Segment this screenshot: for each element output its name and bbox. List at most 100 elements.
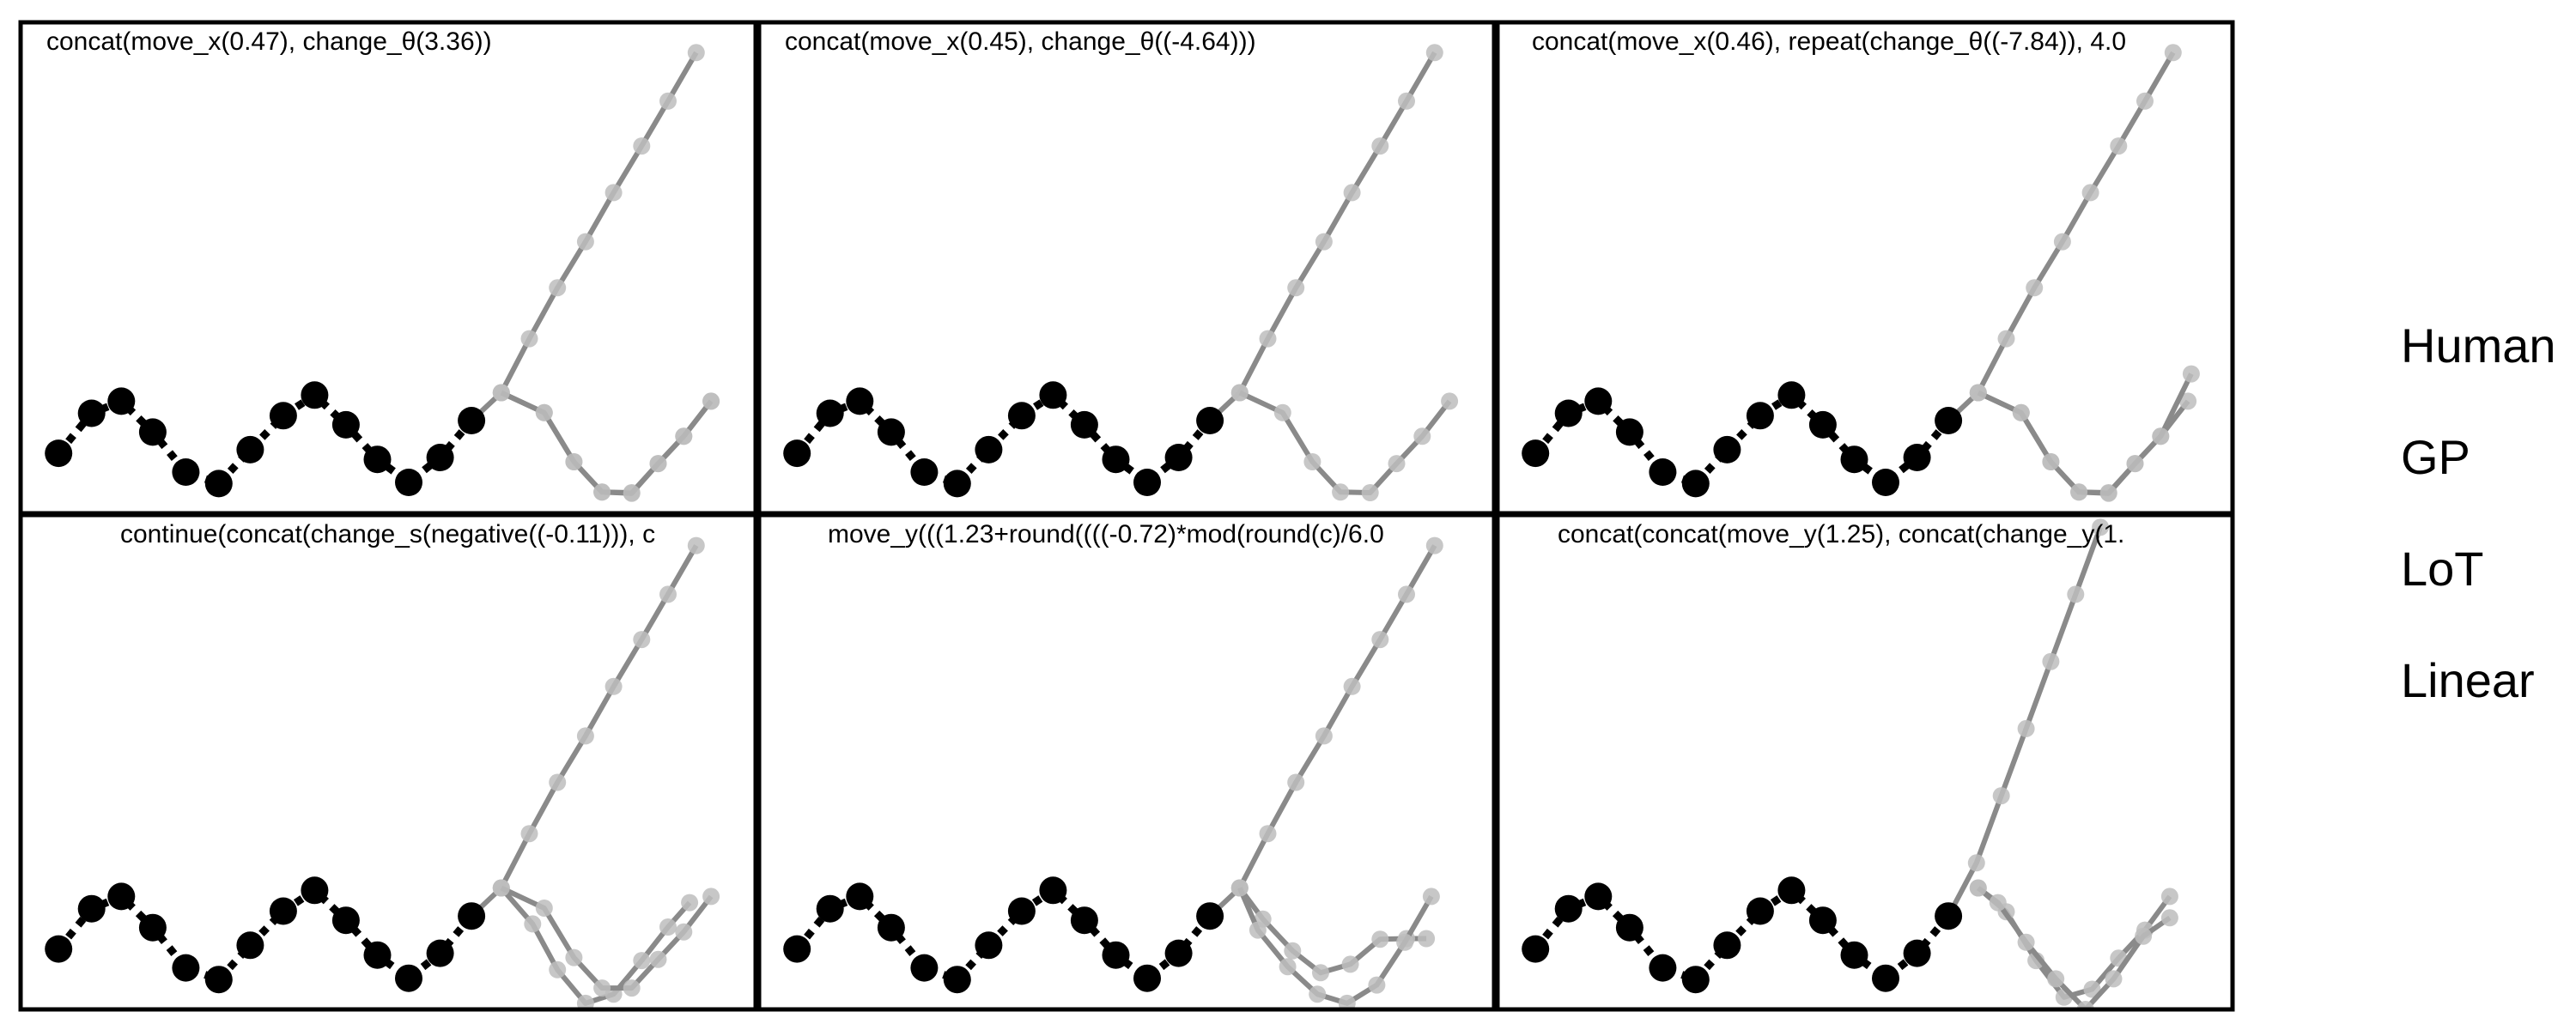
plot-area (783, 536, 1443, 1009)
prediction-point (1279, 958, 1297, 976)
prediction-point (623, 979, 641, 997)
prediction-point (1368, 976, 1386, 994)
prediction-point (2053, 233, 2071, 251)
prediction-point (649, 455, 667, 473)
observed-point (331, 906, 360, 935)
prediction-point (1371, 631, 1389, 649)
prediction-point (2042, 453, 2060, 470)
prediction-point (2081, 184, 2099, 202)
legend-item-human: Human (2401, 318, 2556, 373)
prediction-point (1303, 453, 1321, 470)
prediction-point (492, 879, 510, 897)
prediction-point (2017, 933, 2035, 951)
observed-point (301, 876, 329, 905)
observed-point (172, 954, 200, 982)
plot-area (1522, 518, 2178, 1009)
observed-point (1840, 941, 1868, 969)
observed-point (1713, 931, 1741, 960)
prediction-point (1371, 137, 1389, 155)
observed-point (1872, 964, 1899, 992)
panel-4: continue(concat(change_s(negative((-0.11… (18, 512, 758, 1012)
prediction-point (1343, 677, 1361, 695)
prediction-point (649, 950, 667, 968)
prediction-point (1425, 536, 1443, 554)
prediction-point (2110, 137, 2128, 155)
observed-point (877, 913, 905, 942)
prediction-point (605, 677, 623, 695)
prediction-point (1287, 773, 1305, 791)
prediction-point (2179, 392, 2197, 410)
prediction-point (633, 952, 651, 970)
prediction-point (1969, 384, 1987, 402)
prediction-point (1284, 942, 1302, 960)
plot-area (1522, 44, 2200, 502)
observed-point (1164, 444, 1193, 471)
prediction-point (623, 484, 641, 502)
observed-point (1102, 445, 1130, 474)
prediction-point (675, 427, 693, 445)
observed-point (783, 439, 811, 468)
observed-point (1746, 402, 1774, 430)
observed-point (1777, 876, 1806, 905)
panel-title: concat(move_x(0.45), change_θ((-4.64))) (785, 27, 1256, 56)
prediction-point (659, 92, 677, 110)
observed-point (1039, 876, 1067, 905)
prediction-point (1343, 184, 1361, 202)
prediction-point (535, 900, 553, 917)
prediction-point (2152, 427, 2170, 445)
prediction-point (681, 894, 699, 912)
observed-point (1935, 902, 1963, 930)
observed-point (1070, 906, 1098, 935)
prediction-point (1273, 403, 1291, 421)
observed-point (331, 410, 360, 439)
panel-frame (756, 512, 1497, 1012)
observed-point (943, 470, 971, 498)
prediction-point (1341, 955, 1359, 973)
prediction-point (687, 536, 705, 554)
panel-title: move_y(((1.23+round((((-0.72)*mod(round(… (828, 520, 1384, 548)
observed-point (1584, 387, 1613, 415)
observed-point (395, 964, 422, 992)
prediction-point (576, 233, 594, 251)
observed-point (269, 897, 297, 925)
observed-point (236, 435, 264, 464)
prediction-point (2160, 909, 2178, 927)
prediction-point (2099, 484, 2117, 502)
prediction-point (1312, 964, 1329, 982)
prediction-point (1398, 585, 1415, 603)
prediction-point (1361, 484, 1379, 501)
observed-point (1903, 444, 1931, 471)
prediction-point (659, 585, 677, 603)
prediction-point (1425, 44, 1443, 62)
legend-item-lot: LoT (2401, 542, 2484, 596)
legend-item-gp: GP (2401, 430, 2470, 484)
prediction-point (549, 279, 567, 297)
prediction-point (1230, 384, 1249, 402)
observed-point (975, 931, 1003, 960)
observed-point (1681, 470, 1710, 498)
prediction-point (524, 915, 542, 933)
legend: Human GP LoT Linear (2401, 318, 2556, 707)
prediction-point (2012, 403, 2030, 421)
observed-point (943, 966, 971, 994)
prediction-point (2126, 455, 2144, 473)
observed-point (975, 435, 1003, 464)
prediction-point (1338, 994, 1356, 1009)
prediction-point (2136, 92, 2154, 110)
prediction-point (576, 994, 594, 1009)
observed-point (1554, 399, 1583, 427)
observed-point (783, 935, 811, 963)
prediction-point (549, 960, 567, 978)
prediction-point (633, 631, 651, 649)
prediction-point (492, 384, 510, 402)
observed-point (138, 913, 167, 942)
panel-5: move_y(((1.23+round((((-0.72)*mod(round(… (756, 512, 1497, 1012)
observed-point (363, 445, 392, 474)
prediction-point (1992, 787, 2010, 805)
observed-point (1164, 939, 1193, 967)
prediction-point (535, 403, 553, 421)
prediction-point (565, 948, 583, 966)
observed-point (426, 444, 454, 471)
observed-point (77, 894, 106, 923)
